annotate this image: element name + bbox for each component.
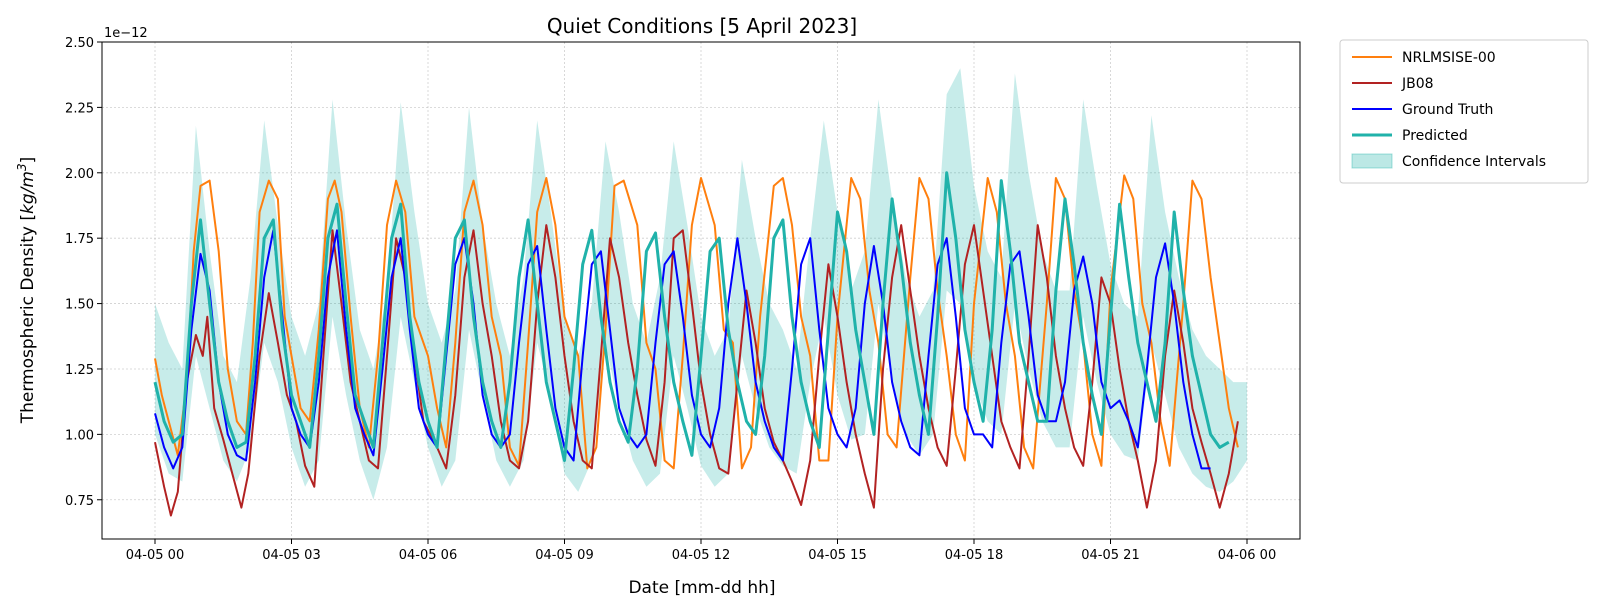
x-tick-label: 04-05 15 [808,548,866,563]
x-axis-label: Date [mm-dd hh] [628,578,775,598]
legend-entry-label: Confidence Intervals [1402,154,1546,170]
legend-swatch-band [1351,153,1393,169]
y-tick-label: 1.00 [65,428,94,443]
legend-entry-label: Ground Truth [1402,102,1493,118]
y-axis-label-main: Thermospheric Density [ [18,214,38,424]
legend-entry-label: JB08 [1401,76,1434,92]
legend: NRLMSISE-00 JB08 Ground Truth Predicted Conf… [1339,39,1589,184]
x-tick-label: 04-06 00 [1218,548,1276,563]
y-axis-label-end: ] [18,157,38,164]
x-axis: 04-05 00 04-05 03 04-05 06 04-05 09 04-05 12… [126,539,1276,563]
plot-area [153,68,1247,517]
confidence-band [155,68,1247,500]
x-tick-label: 04-05 12 [672,548,730,563]
series-line-predicted [153,171,1230,462]
y-axis-label: Thermospheric Density [kg/m3] [15,157,38,425]
y-axis: 0.75 1.00 1.25 1.50 1.75 2.00 2.25 2.50 [65,36,102,509]
x-tick-label: 04-05 21 [1081,548,1139,563]
x-tick-label: 04-05 06 [399,548,457,563]
y-tick-label: 2.25 [65,101,94,116]
series-line-ground-truth [154,229,1211,470]
x-tick-label: 04-05 18 [945,548,1003,563]
y-offset-text: 1e−12 [104,26,148,41]
x-tick-label: 04-05 03 [262,548,320,563]
y-tick-label: 1.50 [65,298,94,313]
y-axis-label-unit: kg/m [18,171,38,214]
x-tick-label: 04-05 00 [126,548,184,563]
legend-entry-label: NRLMSISE-00 [1402,50,1496,66]
x-tick-label: 04-05 09 [535,548,593,563]
y-tick-label: 1.25 [65,363,94,378]
y-tick-label: 1.75 [65,232,94,247]
legend-entry-label: Predicted [1402,128,1468,144]
y-tick-label: 2.00 [65,167,94,182]
y-tick-label: 0.75 [65,494,94,509]
y-tick-label: 2.50 [65,36,94,51]
chart-title: Quiet Conditions [5 April 2023] [547,14,857,38]
legend-frame [1339,39,1589,184]
y-axis-label-exp: 3 [15,163,29,171]
series-line-nrlmsise-00 [154,174,1239,470]
series-line-jb08 [154,224,1239,517]
